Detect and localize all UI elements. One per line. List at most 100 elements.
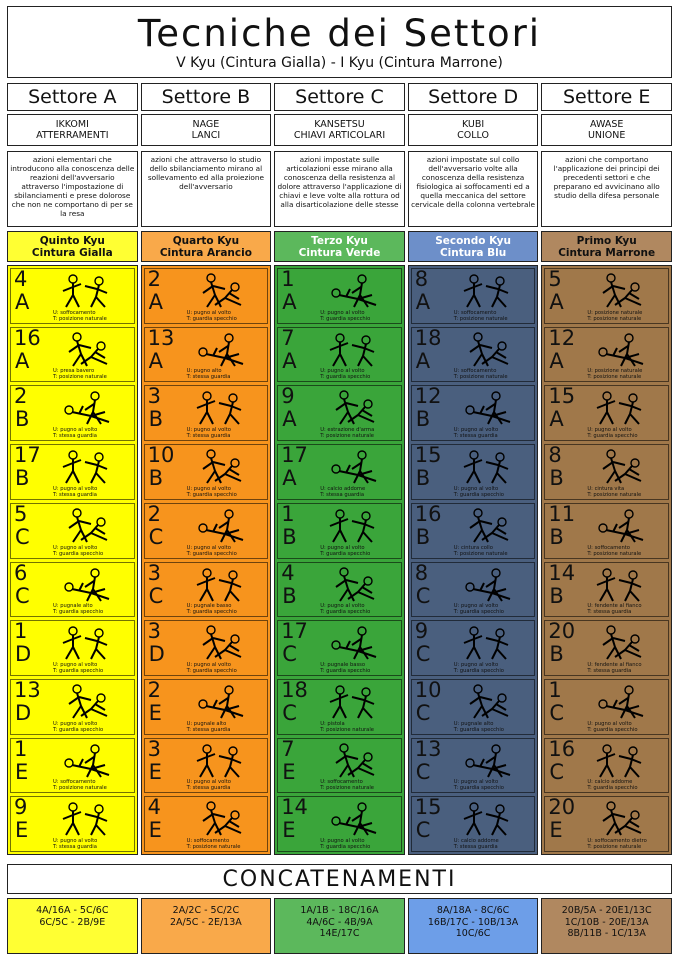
chain-line: 8A/18A - 8C/6C <box>436 905 510 916</box>
technique-sector-letter: A <box>282 466 297 491</box>
technique-figure-icon <box>197 333 243 367</box>
technique-caption: U: calcio addome T: stessa guardia <box>453 838 499 851</box>
sector-e-names: AWASE UNIONE <box>541 114 672 146</box>
technique-cell: 16 B U: cintura collo T: posizione naturale <box>410 502 536 559</box>
technique-cell: 4 B U: pugno al volto T: guardia specchio <box>277 561 402 618</box>
technique-caption: U: pugno al volto T: guardia specchio <box>453 485 504 498</box>
sector-desc-row: azioni elementari che introducono alla c… <box>7 151 672 227</box>
technique-sector-letter: B <box>15 407 30 432</box>
belt-orange: Quarto Kyu Cintura Arancio <box>140 231 272 262</box>
technique-cell: 4 A U: soffocamento T: posizione naturale <box>10 268 135 324</box>
technique-figure-icon <box>335 742 375 778</box>
chain-line: 20B/5A - 20E1/13C <box>561 905 652 916</box>
technique-figure-icon <box>64 743 110 778</box>
technique-sector-letter: E <box>148 818 162 843</box>
technique-cell: 2 C U: pugno al volto T: guardia specchio <box>143 502 269 559</box>
technique-sector-letter: B <box>549 583 564 608</box>
technique-caption: U: pugno al volto T: guardia specchio <box>587 720 638 733</box>
technique-sector-letter: E <box>148 759 162 784</box>
belt-green: Terzo Kyu Cintura Verde <box>274 231 405 262</box>
belt-name: Cintura Arancio <box>159 247 252 259</box>
chain-line: 4A/6C - 4B/9A <box>306 916 373 928</box>
technique-sector-letter: C <box>148 583 164 608</box>
technique-caption: U: pugno al volto T: stessa guardia <box>53 838 98 851</box>
technique-number: 4 <box>14 268 28 291</box>
technique-figure-icon <box>64 567 110 602</box>
technique-cell: 20 B U: fendente al fianco T: stessa guardi… <box>544 620 669 676</box>
technique-sector-letter: E <box>549 818 563 843</box>
technique-number: 2 <box>147 268 161 291</box>
technique-cell: 9 C U: pugno al volto T: guardia specchio <box>410 620 536 676</box>
technique-sector-letter: A <box>148 348 163 373</box>
technique-caption: U: estrazione d'arma T: posizione natural… <box>320 427 375 440</box>
technique-caption: U: pugnale alto T: guardia specchio <box>53 603 104 616</box>
technique-sector-letter: C <box>415 583 431 608</box>
technique-figure-icon <box>597 567 642 602</box>
technique-figure-icon <box>331 450 377 484</box>
technique-sector-letter: A <box>549 290 564 314</box>
page-title: Tecniche dei Settori <box>137 12 542 55</box>
technique-figure-icon <box>62 274 108 308</box>
technique-figure-icon <box>463 450 509 484</box>
technique-figure-icon <box>68 332 108 367</box>
chain-line: 8B/11B - 1C/13A <box>567 928 646 939</box>
technique-sector-letter: B <box>148 466 164 491</box>
technique-column: 5 A U: posizione naturale T: posizione natu… <box>541 265 672 855</box>
technique-figure-icon <box>602 273 642 308</box>
technique-number: 10 <box>147 444 175 468</box>
technique-cell: 20 E U: soffocamento dietro T: posizione na… <box>544 796 669 853</box>
technique-number: 18 <box>281 678 308 702</box>
technique-sector-letter: A <box>415 348 431 373</box>
belt-kyu: Primo Kyu <box>576 235 637 247</box>
technique-sector-letter: C <box>415 642 431 667</box>
technique-number: 17 <box>281 444 308 468</box>
technique-caption: U: soffocamento T: posizione naturale <box>453 309 508 322</box>
technique-number: 5 <box>14 502 28 526</box>
technique-figure-icon <box>62 626 108 660</box>
chain-blue: 8A/18A - 8C/6C 16B/17C - 10B/13A 10C/6C <box>407 898 539 954</box>
technique-caption: U: cintura vita T: posizione naturale <box>587 485 642 498</box>
technique-cell: 7 E U: soffocamento T: posizione naturale <box>277 737 402 794</box>
technique-number: 8 <box>414 561 429 585</box>
technique-cell: 2 B U: pugno al volto T: stessa guardia <box>10 385 135 442</box>
technique-cell: 2 A U: pugno al volto T: guardia specchio <box>143 268 269 324</box>
technique-cell: 3 E U: pugno al volto T: stessa guardia <box>143 737 269 794</box>
technique-sector-letter: A <box>15 348 30 373</box>
concatenamenti-box: CONCATENAMENTI <box>7 864 672 894</box>
technique-sector-letter: C <box>415 759 431 784</box>
chain-line: 2A/2C - 5C/2C <box>172 905 240 916</box>
sector-a-it: ATTERRAMENTI <box>36 130 109 141</box>
technique-sector-letter: C <box>282 642 297 667</box>
technique-caption: U: pugno al volto T: guardia specchio <box>186 485 237 498</box>
belt-name: Cintura Blu <box>439 247 507 259</box>
sector-d-names: KUBI COLLO <box>407 114 539 146</box>
technique-cell: 11 B U: soffocamento T: posizione naturale <box>544 502 669 559</box>
technique-sector-letter: A <box>15 290 30 314</box>
technique-caption: U: pugno alto T: stessa guardia <box>186 368 231 381</box>
technique-figure-icon <box>602 801 642 836</box>
technique-sector-letter: C <box>549 759 565 784</box>
technique-cell: 9 A U: estrazione d'arma T: posizione natur… <box>277 385 402 442</box>
technique-column: 4 A U: soffocamento T: posizione naturale 16… <box>7 265 138 855</box>
technique-number: 9 <box>414 620 429 644</box>
technique-cell: 13 A U: pugno alto T: stessa guardia <box>143 326 269 383</box>
belt-name: Cintura Verde <box>298 247 381 259</box>
technique-number: 12 <box>414 385 442 409</box>
technique-figure-icon <box>602 625 642 660</box>
sector-c-title: Settore C <box>274 83 405 111</box>
technique-column: 2 A U: pugno al volto T: guardia specchio 13… <box>140 265 272 855</box>
technique-caption: U: fendente al fianco T: stessa guardia <box>587 603 642 616</box>
page-subtitle: V Kyu (Cintura Gialla) - I Kyu (Cintura … <box>176 55 503 71</box>
technique-number: 16 <box>548 737 576 761</box>
technique-caption: U: pugno al volto T: guardia specchio <box>320 309 371 322</box>
technique-figure-icon <box>202 449 241 484</box>
technique-cell: 16 A U: presa bavero T: posizione naturale <box>10 326 135 383</box>
technique-sector-letter: C <box>282 700 297 725</box>
technique-cell: 5 C U: pugno al volto T: guardia specchio <box>10 502 135 559</box>
sector-b-it: LANCI <box>191 130 221 141</box>
technique-number: 3 <box>147 561 161 585</box>
chain-orange: 2A/2C - 5C/2C 2A/5C - 2E/13A <box>140 898 272 954</box>
technique-number: 6 <box>14 561 28 585</box>
belt-kyu: Terzo Kyu <box>311 235 368 247</box>
chain-yellow: 4A/16A - 5C/6C 6C/5C - 2B/9E <box>7 898 138 954</box>
